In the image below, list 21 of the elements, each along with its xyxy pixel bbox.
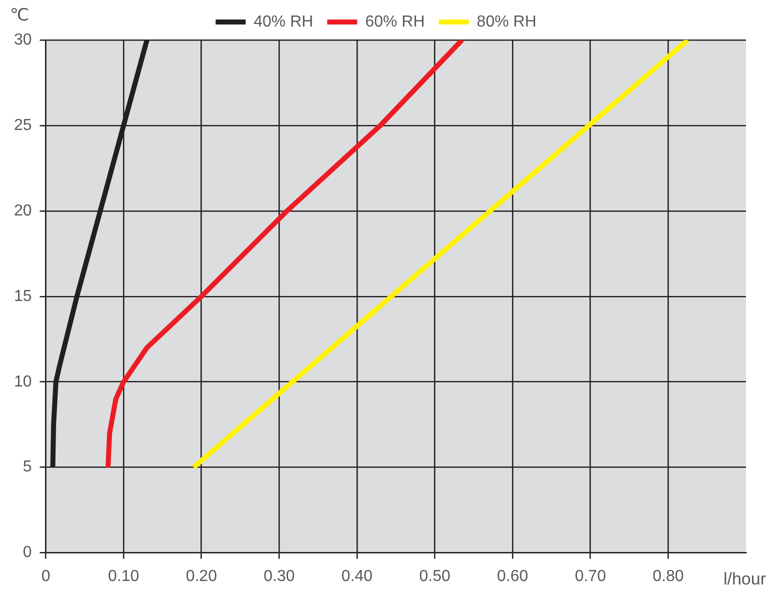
y-tick-label: 30 xyxy=(14,31,32,48)
y-tick-label: 10 xyxy=(14,373,32,390)
x-axis-title: l/hour xyxy=(723,569,766,588)
y-tick-label: 15 xyxy=(14,288,32,305)
y-tick-label: 0 xyxy=(22,544,32,562)
x-tick-label: 0.70 xyxy=(574,568,606,585)
y-tick-label: 20 xyxy=(14,202,32,220)
y-tick-label: 5 xyxy=(22,458,32,476)
x-tick-label: 0 xyxy=(41,568,50,585)
x-tick-label: 0.30 xyxy=(264,568,295,585)
legend-label: 80% RH xyxy=(476,13,536,30)
x-tick-label: 0.80 xyxy=(652,568,684,585)
x-tick-label: 0.50 xyxy=(419,568,450,585)
x-tick-label: 0.40 xyxy=(341,568,373,585)
x-tick-label: 0.10 xyxy=(108,568,140,585)
y-tick-label: 25 xyxy=(14,116,32,134)
x-tick-label: 0.60 xyxy=(497,568,528,585)
legend-label: 40% RH xyxy=(254,13,314,30)
x-tick-label: 0.20 xyxy=(186,568,218,585)
y-axis-title: ℃ xyxy=(10,6,30,25)
legend-label: 60% RH xyxy=(365,13,425,30)
